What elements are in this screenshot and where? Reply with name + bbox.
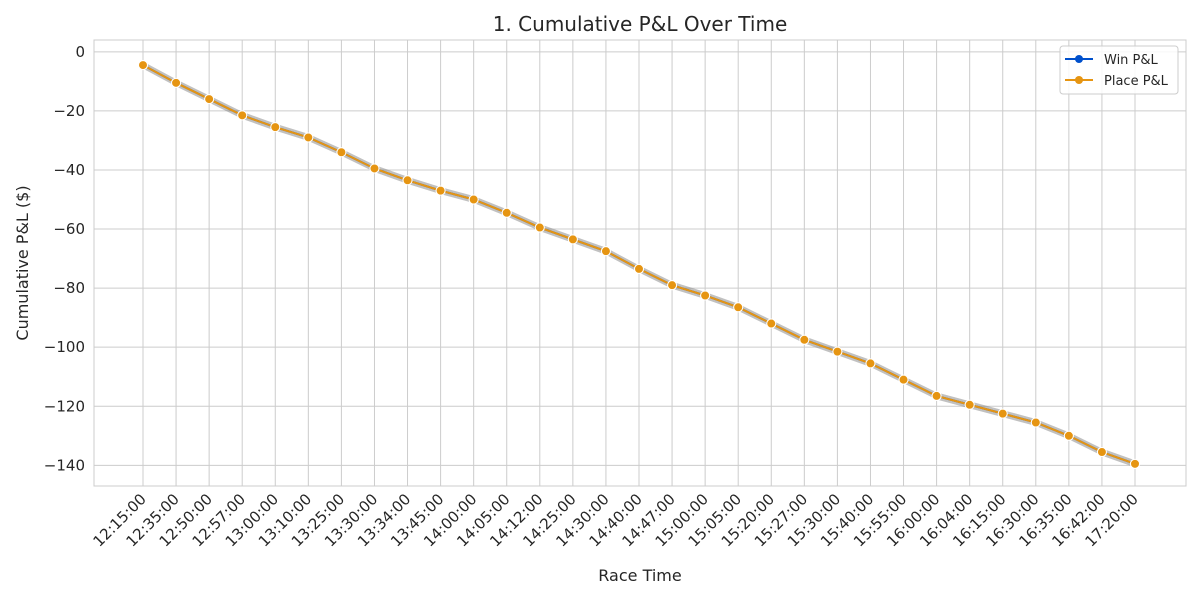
legend-label-win: Win P&L [1104, 53, 1159, 68]
point-place-p-l [600, 246, 611, 257]
y-tick-label: −80 [53, 279, 85, 297]
chart-title: 1. Cumulative P&L Over Time [493, 12, 788, 36]
series-points [138, 60, 1140, 469]
legend-item-win: Win P&L [1065, 53, 1159, 68]
point-place-p-l [931, 390, 942, 401]
point-place-p-l [567, 234, 578, 245]
point-place-p-l [667, 280, 678, 291]
legend-marker-win [1075, 55, 1083, 63]
y-tick-label: −40 [53, 161, 85, 179]
point-place-p-l [501, 207, 512, 218]
point-place-p-l [898, 374, 909, 385]
point-place-p-l [1030, 417, 1041, 428]
legend-item-place: Place P&L [1065, 74, 1169, 89]
point-place-p-l [468, 194, 479, 205]
x-axis-label: Race Time [598, 566, 681, 585]
y-tick-label: −100 [44, 338, 85, 356]
point-place-p-l [534, 222, 545, 233]
point-place-p-l [865, 358, 876, 369]
point-place-p-l [204, 94, 215, 105]
legend-label-place: Place P&L [1104, 74, 1169, 89]
point-place-p-l [964, 399, 975, 410]
y-tick-label: −120 [44, 397, 85, 415]
y-tick-label: 0 [75, 43, 85, 61]
y-tick-label: −140 [44, 456, 85, 474]
point-place-p-l [369, 163, 380, 174]
y-tick-labels: 0 −20 −40 −60 −80 −100 −120 −140 [44, 43, 85, 475]
legend: Win P&L Place P&L [1059, 45, 1179, 95]
point-place-p-l [270, 122, 281, 133]
point-place-p-l [336, 147, 347, 158]
point-place-p-l [832, 346, 843, 357]
point-place-p-l [733, 302, 744, 313]
point-place-p-l [171, 77, 182, 88]
point-place-p-l [138, 60, 148, 71]
point-place-p-l [799, 334, 810, 345]
point-place-p-l [402, 175, 413, 186]
point-place-p-l [237, 110, 248, 121]
point-place-p-l [1063, 430, 1074, 441]
point-place-p-l [700, 290, 711, 301]
plot-frame [93, 39, 1187, 487]
point-place-p-l [435, 185, 446, 196]
point-place-p-l [766, 318, 777, 329]
point-place-p-l [634, 263, 644, 274]
point-place-p-l [1096, 447, 1107, 458]
y-axis-label: Cumulative P&L ($) [13, 185, 32, 340]
legend-marker-place [1075, 76, 1083, 84]
point-place-p-l [997, 408, 1008, 419]
y-tick-label: −60 [53, 220, 85, 238]
point-place-p-l [303, 132, 314, 143]
point-place-p-l [1130, 458, 1140, 469]
x-tick-labels: 12:15:0012:35:0012:50:0012:57:0013:00:00… [89, 490, 1141, 550]
y-tick-label: −20 [53, 102, 85, 120]
